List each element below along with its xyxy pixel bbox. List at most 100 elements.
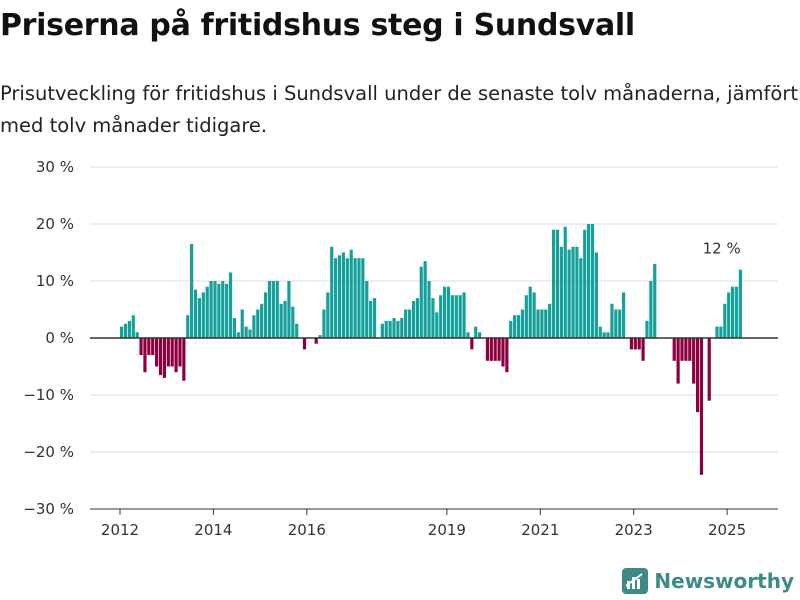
bar xyxy=(501,338,505,367)
bar xyxy=(186,315,190,338)
bar xyxy=(221,281,225,338)
bar xyxy=(563,226,567,338)
bar xyxy=(462,292,466,338)
bar xyxy=(454,295,458,338)
bar xyxy=(707,338,711,401)
bar xyxy=(322,309,326,338)
bar xyxy=(248,329,252,338)
bar xyxy=(384,320,388,338)
bar xyxy=(551,229,556,338)
x-tick-label: 2023 xyxy=(615,521,653,539)
bar xyxy=(738,269,742,338)
x-tick-label: 2014 xyxy=(194,521,232,539)
bar xyxy=(727,292,731,338)
bar xyxy=(318,335,322,338)
x-tick-label: 2021 xyxy=(521,521,559,539)
bar xyxy=(228,272,233,338)
bar xyxy=(380,323,384,338)
bar xyxy=(287,281,291,338)
bar xyxy=(478,332,482,338)
bar xyxy=(302,338,307,350)
bar xyxy=(244,326,248,338)
bar xyxy=(372,298,377,338)
bar xyxy=(357,258,361,338)
bar xyxy=(123,323,128,338)
bar xyxy=(170,338,174,367)
bar xyxy=(435,312,439,338)
bar xyxy=(131,315,135,338)
bar xyxy=(337,255,342,338)
bar xyxy=(695,338,700,413)
bar xyxy=(497,338,501,361)
bar xyxy=(606,332,610,338)
bar xyxy=(520,309,525,338)
bar xyxy=(602,332,606,338)
bar xyxy=(528,286,532,338)
bar xyxy=(590,224,595,338)
bar xyxy=(641,338,645,361)
x-axis-ticks: 2012 2014 2016 2019 2021 2023 2025 xyxy=(101,509,746,539)
y-tick-label: 0 % xyxy=(45,329,74,347)
bar xyxy=(120,326,124,338)
bar xyxy=(594,252,598,338)
bar xyxy=(209,281,213,338)
bar xyxy=(256,309,260,338)
bar xyxy=(524,295,528,338)
bar xyxy=(400,318,404,338)
bar xyxy=(470,338,474,350)
bar xyxy=(147,338,151,356)
bar xyxy=(587,224,591,338)
bar xyxy=(162,338,166,378)
bar xyxy=(485,338,490,361)
bar xyxy=(598,326,602,338)
bar xyxy=(439,295,443,338)
bar xyxy=(614,309,618,338)
bar-chart: 30 %20 %10 %0 %−10 %−20 %−30 % 2012 2014 2… xyxy=(23,158,778,539)
y-tick-label: −30 % xyxy=(23,500,74,518)
bar xyxy=(193,289,198,338)
bar xyxy=(645,320,649,338)
bar xyxy=(365,281,369,338)
bar xyxy=(579,258,583,338)
bar xyxy=(158,338,163,376)
bar xyxy=(361,258,365,338)
bar xyxy=(723,303,727,338)
bar xyxy=(622,292,626,338)
brand-logo: Newsworthy xyxy=(622,568,794,594)
bar xyxy=(388,320,392,338)
y-tick-label: 30 % xyxy=(36,158,74,176)
bar xyxy=(217,283,221,338)
last-value-annotation: 12 % xyxy=(703,240,741,258)
y-tick-label: 20 % xyxy=(36,215,74,233)
bar xyxy=(610,303,614,338)
bar xyxy=(345,258,349,338)
bar xyxy=(446,286,451,338)
y-tick-label: 10 % xyxy=(36,272,74,290)
bar xyxy=(240,309,244,338)
bar xyxy=(505,338,509,373)
bar xyxy=(341,252,346,338)
annotations: 12 % xyxy=(703,240,741,258)
bar xyxy=(699,338,704,475)
bar xyxy=(369,300,373,338)
bar xyxy=(489,338,493,361)
bar xyxy=(575,246,579,338)
x-tick-label: 2019 xyxy=(428,521,466,539)
bar xyxy=(201,292,205,338)
bar xyxy=(127,320,131,338)
bar xyxy=(536,309,540,338)
bar xyxy=(493,338,497,361)
bar xyxy=(155,338,159,367)
bar xyxy=(688,338,692,361)
bar xyxy=(232,318,237,338)
bar xyxy=(143,338,147,373)
bar xyxy=(684,338,688,361)
bar xyxy=(431,298,435,338)
bar xyxy=(178,338,182,367)
bar xyxy=(151,338,155,356)
bar xyxy=(407,309,412,338)
bar xyxy=(166,338,170,367)
bar xyxy=(730,286,735,338)
bar xyxy=(182,338,186,381)
bar xyxy=(283,300,287,338)
